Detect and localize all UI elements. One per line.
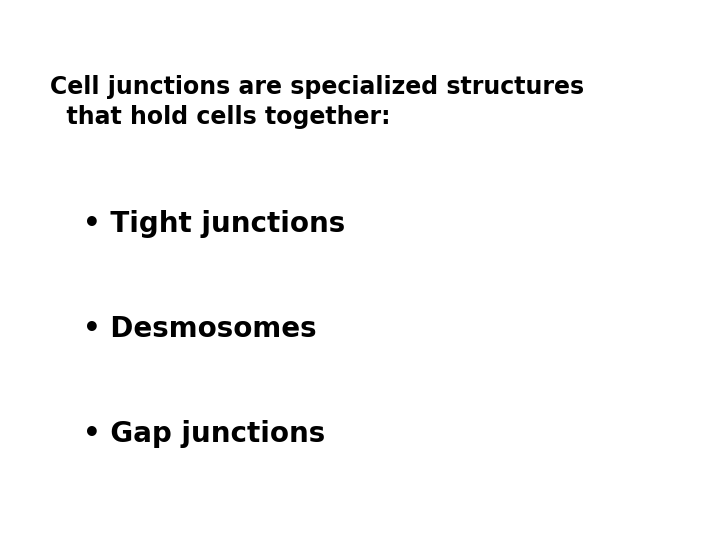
Text: • Gap junctions: • Gap junctions [83,420,325,448]
Text: 6.2 How Is the Plasma Membrane Involved In Cell Adhesion and
Recognition?: 6.2 How Is the Plasma Membrane Involved … [9,2,633,41]
Text: • Tight junctions: • Tight junctions [83,210,345,238]
Text: • Desmosomes: • Desmosomes [83,315,316,343]
Text: Cell junctions are specialized structures
  that hold cells together:: Cell junctions are specialized structure… [50,75,585,129]
